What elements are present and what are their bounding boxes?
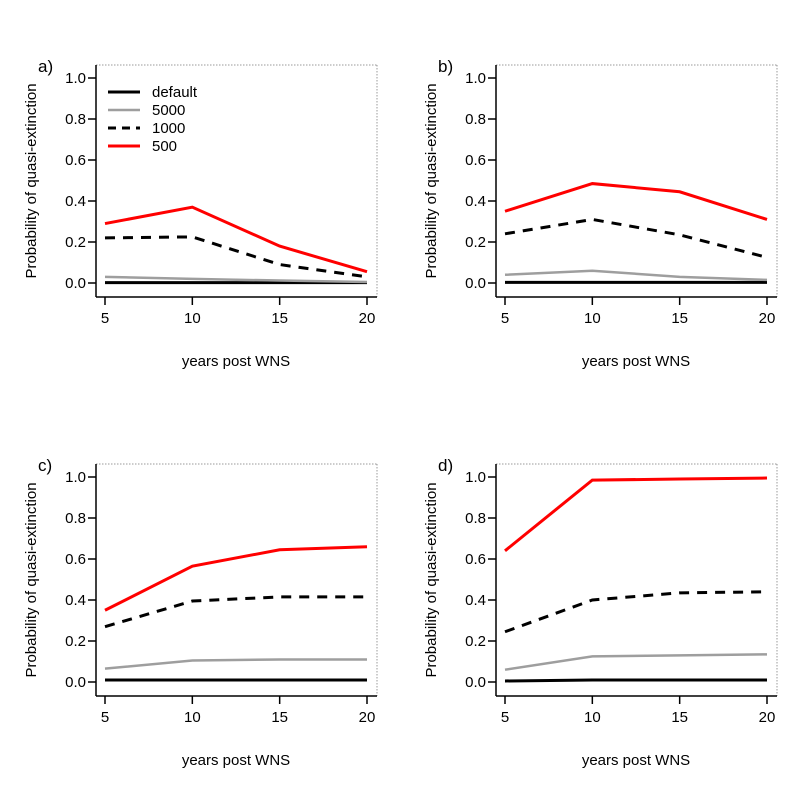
- series-line-1000: [104, 235, 368, 279]
- legend-item-500: 500: [108, 138, 177, 155]
- x-tick-label: 10: [184, 310, 201, 327]
- y-tick-label: 0.4: [465, 592, 486, 609]
- y-tick-label: 0.0: [65, 275, 86, 292]
- series-line-5000: [504, 269, 768, 282]
- series-line-default: [504, 678, 767, 683]
- panel-a: 0.0 0.2 0.4 0.6 0.8 1.0 5 10 15 20 Probability of …: [0, 0, 400, 399]
- legend-label-default: default: [152, 84, 198, 101]
- x-tick-label: 20: [759, 310, 776, 327]
- chart-a-svg: 0.0 0.2 0.4 0.6 0.8 1.0 5 10 15 20 Probability of …: [23, 57, 378, 370]
- y-tick-label: 0.4: [465, 193, 486, 210]
- y-tick-label: 0.4: [65, 193, 86, 210]
- chart-b-svg: 0.0 0.2 0.4 0.6 0.8 1.0 5 10 15 20 Probability of …: [423, 57, 778, 370]
- series-line-5000: [104, 275, 368, 284]
- panel-letter-label: b): [438, 57, 453, 76]
- series-line-500: [104, 205, 368, 274]
- x-tick-label: 20: [359, 709, 376, 726]
- panel-d: 0.0 0.2 0.4 0.6 0.8 1.0 5 10 15 20 Probability of …: [400, 399, 800, 798]
- y-tick-label: 0.2: [65, 633, 86, 650]
- y-tick-label: 1.0: [65, 70, 86, 87]
- x-tick-label: 5: [501, 709, 509, 726]
- x-tick-label: 15: [671, 709, 688, 726]
- series-line-500: [504, 182, 768, 221]
- y-axis-title: Probability of quasi-extinction: [423, 482, 440, 677]
- series-line-500: [504, 476, 768, 552]
- x-tick-label: 10: [584, 709, 601, 726]
- x-tick-label: 15: [671, 310, 688, 327]
- series-line-1000: [104, 595, 367, 629]
- y-axis-title: Probability of quasi-extinction: [23, 83, 40, 278]
- y-tick-label: 0.6: [465, 152, 486, 169]
- y-tick-label: 0.4: [65, 592, 86, 609]
- legend-label-5000: 5000: [152, 102, 185, 119]
- y-tick-label: 1.0: [65, 469, 86, 486]
- panel-c: 0.0 0.2 0.4 0.6 0.8 1.0 5 10 15 20 Probability of …: [0, 399, 400, 798]
- y-tick-label: 0.8: [465, 111, 486, 128]
- chart-c-svg: 0.0 0.2 0.4 0.6 0.8 1.0 5 10 15 20 Probability of …: [23, 456, 378, 769]
- y-tick-label: 1.0: [465, 469, 486, 486]
- series-line-1000: [504, 217, 768, 259]
- x-axis-title: years post WNS: [582, 353, 690, 370]
- x-tick-label: 5: [101, 310, 109, 327]
- y-tick-label: 0.2: [465, 633, 486, 650]
- y-axis-title: Probability of quasi-extinction: [23, 482, 40, 677]
- x-tick-label: 5: [501, 310, 509, 327]
- x-tick-label: 20: [759, 709, 776, 726]
- x-tick-label: 15: [271, 709, 288, 726]
- y-tick-label: 0.8: [65, 510, 86, 527]
- series-line-5000: [104, 658, 367, 670]
- y-tick-label: 0.2: [65, 234, 86, 251]
- x-axis-title: years post WNS: [582, 752, 690, 769]
- legend-item-5000: 5000: [108, 102, 185, 119]
- x-tick-label: 20: [359, 310, 376, 327]
- series-line-1000: [504, 590, 768, 634]
- legend-item-default: default: [108, 84, 198, 101]
- y-tick-label: 0.2: [465, 234, 486, 251]
- y-tick-label: 0.0: [465, 674, 486, 691]
- chart-d-svg: 0.0 0.2 0.4 0.6 0.8 1.0 5 10 15 20 Probability of …: [423, 456, 778, 769]
- x-tick-label: 10: [584, 310, 601, 327]
- x-tick-label: 10: [184, 709, 201, 726]
- panel-letter-label: c): [38, 456, 52, 475]
- legend-label-500: 500: [152, 138, 177, 155]
- x-tick-label: 15: [271, 310, 288, 327]
- y-axis-title: Probability of quasi-extinction: [423, 83, 440, 278]
- y-tick-label: 0.0: [65, 674, 86, 691]
- x-tick-label: 5: [101, 709, 109, 726]
- series-line-500: [104, 545, 368, 612]
- panel-letter-label: d): [438, 456, 453, 475]
- series-line-5000: [504, 653, 768, 671]
- y-tick-label: 0.8: [65, 111, 86, 128]
- y-tick-label: 0.6: [465, 551, 486, 568]
- y-tick-label: 0.6: [65, 152, 86, 169]
- y-tick-label: 1.0: [465, 70, 486, 87]
- panel-b: 0.0 0.2 0.4 0.6 0.8 1.0 5 10 15 20 Probability of …: [400, 0, 800, 399]
- legend-label-1000: 1000: [152, 120, 185, 137]
- panel-letter-label: a): [38, 57, 53, 76]
- x-axis-title: years post WNS: [182, 752, 290, 769]
- legend-item-1000: 1000: [108, 120, 185, 137]
- y-tick-label: 0.6: [65, 551, 86, 568]
- y-tick-label: 0.8: [465, 510, 486, 527]
- x-axis-title: years post WNS: [182, 353, 290, 370]
- y-tick-label: 0.0: [465, 275, 486, 292]
